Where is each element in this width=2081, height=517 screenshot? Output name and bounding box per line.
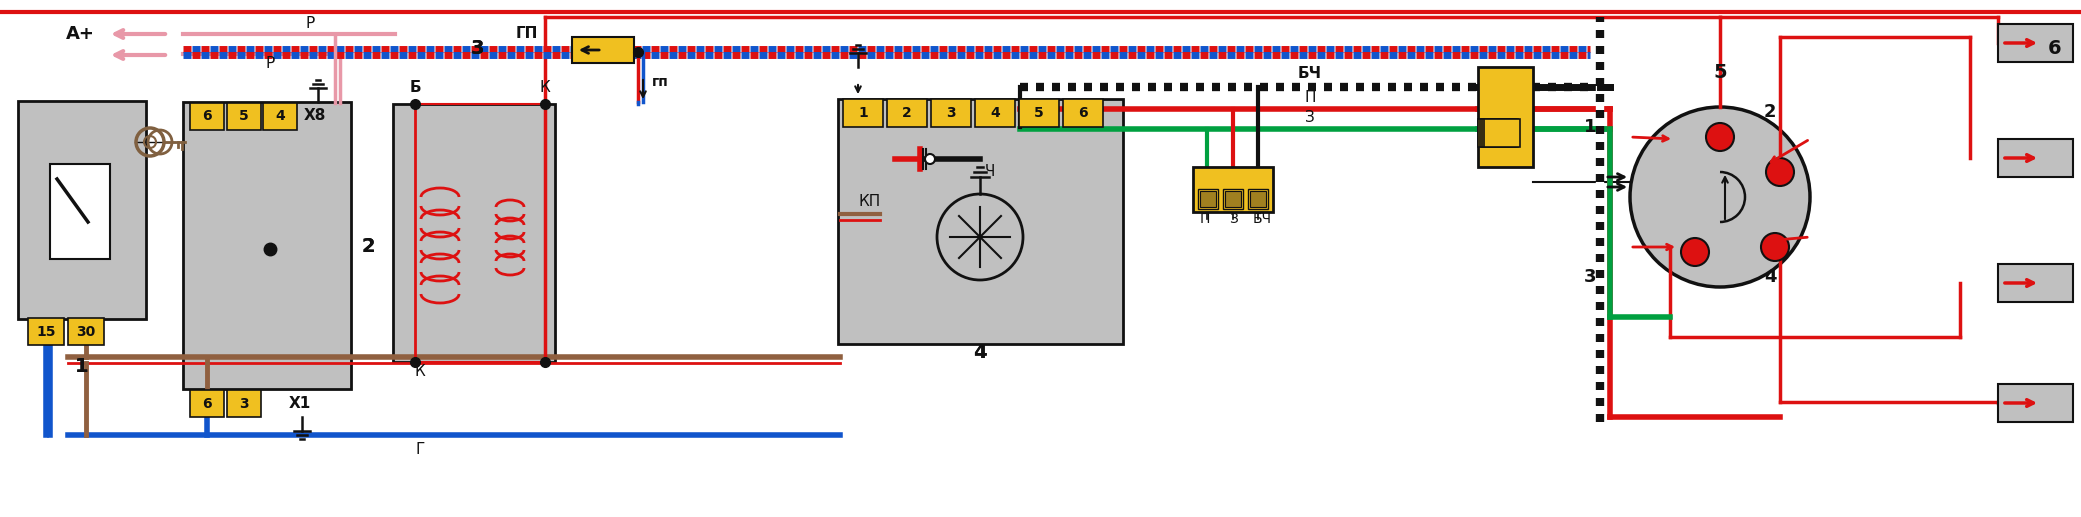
Bar bbox=[1020, 99, 1059, 127]
Text: БЧ: БЧ bbox=[1253, 212, 1271, 226]
Text: 6: 6 bbox=[1078, 106, 1088, 120]
Bar bbox=[1201, 191, 1215, 207]
Bar bbox=[189, 103, 225, 130]
Text: Р: Р bbox=[306, 17, 314, 32]
Bar bbox=[1478, 119, 1515, 147]
Bar bbox=[19, 101, 146, 319]
Bar bbox=[1249, 189, 1267, 209]
Text: 4: 4 bbox=[1765, 268, 1777, 286]
Bar bbox=[227, 390, 260, 417]
Text: 1: 1 bbox=[857, 106, 868, 120]
Text: 2: 2 bbox=[362, 237, 375, 256]
Text: 4: 4 bbox=[974, 342, 986, 361]
Text: 15: 15 bbox=[35, 325, 56, 339]
Text: 2: 2 bbox=[362, 237, 375, 256]
Text: 3: 3 bbox=[470, 39, 483, 58]
Text: 5: 5 bbox=[1034, 106, 1045, 120]
Bar bbox=[183, 102, 352, 389]
Bar bbox=[69, 318, 104, 345]
Text: 3: 3 bbox=[947, 106, 955, 120]
Circle shape bbox=[1761, 233, 1790, 261]
Bar bbox=[1226, 191, 1240, 207]
Bar bbox=[887, 99, 926, 127]
Bar bbox=[1478, 67, 1534, 167]
Text: П: П bbox=[1201, 212, 1211, 226]
Bar bbox=[1480, 119, 1515, 147]
Text: Б: Б bbox=[410, 80, 420, 95]
Text: 4: 4 bbox=[974, 342, 986, 361]
Bar bbox=[930, 99, 972, 127]
Text: ГП: ГП bbox=[516, 26, 539, 41]
Text: 1: 1 bbox=[1584, 118, 1596, 136]
Bar bbox=[189, 390, 225, 417]
Text: 1: 1 bbox=[75, 357, 89, 376]
Bar bbox=[1482, 119, 1517, 147]
Bar bbox=[27, 318, 65, 345]
Text: 4: 4 bbox=[275, 110, 285, 124]
Bar bbox=[572, 37, 635, 63]
Bar bbox=[1484, 119, 1519, 147]
Circle shape bbox=[1767, 158, 1794, 186]
Text: Р: Р bbox=[266, 56, 275, 71]
Text: КП: КП bbox=[859, 194, 880, 209]
Bar bbox=[1998, 264, 2073, 302]
Bar bbox=[1192, 167, 1274, 212]
Bar bbox=[1998, 24, 2073, 62]
Text: 6: 6 bbox=[202, 397, 212, 410]
Text: 30: 30 bbox=[77, 325, 96, 339]
Bar bbox=[843, 99, 882, 127]
Text: 3: 3 bbox=[470, 39, 483, 58]
Bar bbox=[1251, 191, 1265, 207]
Text: БЧ: БЧ bbox=[1299, 67, 1321, 82]
Text: К: К bbox=[414, 364, 425, 379]
Bar bbox=[839, 99, 1124, 344]
Text: 4: 4 bbox=[991, 106, 999, 120]
Circle shape bbox=[1681, 238, 1709, 266]
Text: Ч: Ч bbox=[984, 163, 995, 178]
Bar bbox=[1998, 139, 2073, 177]
Bar bbox=[393, 104, 556, 362]
Circle shape bbox=[1629, 107, 1810, 287]
Bar bbox=[1998, 384, 2073, 422]
Bar bbox=[1224, 189, 1242, 209]
Circle shape bbox=[924, 154, 934, 164]
Text: П: П bbox=[1305, 89, 1315, 104]
Text: З: З bbox=[1305, 110, 1315, 125]
Text: А+: А+ bbox=[67, 25, 94, 43]
Text: К: К bbox=[539, 80, 549, 95]
Circle shape bbox=[1706, 123, 1733, 151]
Bar bbox=[1199, 189, 1217, 209]
Text: Х8: Х8 bbox=[304, 109, 327, 124]
Text: 5: 5 bbox=[239, 110, 250, 124]
Text: 1: 1 bbox=[75, 357, 89, 376]
Bar bbox=[976, 99, 1016, 127]
Text: З: З bbox=[1228, 212, 1238, 226]
Text: 2: 2 bbox=[903, 106, 911, 120]
Text: Х1: Х1 bbox=[289, 397, 312, 412]
Bar bbox=[50, 164, 110, 259]
Text: 2: 2 bbox=[1765, 103, 1777, 121]
Text: 3: 3 bbox=[239, 397, 250, 410]
Bar bbox=[1063, 99, 1103, 127]
Bar bbox=[262, 103, 298, 130]
Text: 5: 5 bbox=[1713, 63, 1727, 82]
Text: 3: 3 bbox=[1584, 268, 1596, 286]
Text: 6: 6 bbox=[2048, 39, 2062, 58]
Bar bbox=[227, 103, 260, 130]
Text: 6: 6 bbox=[202, 110, 212, 124]
Text: Г: Г bbox=[416, 443, 425, 458]
Text: гп: гп bbox=[651, 75, 668, 89]
